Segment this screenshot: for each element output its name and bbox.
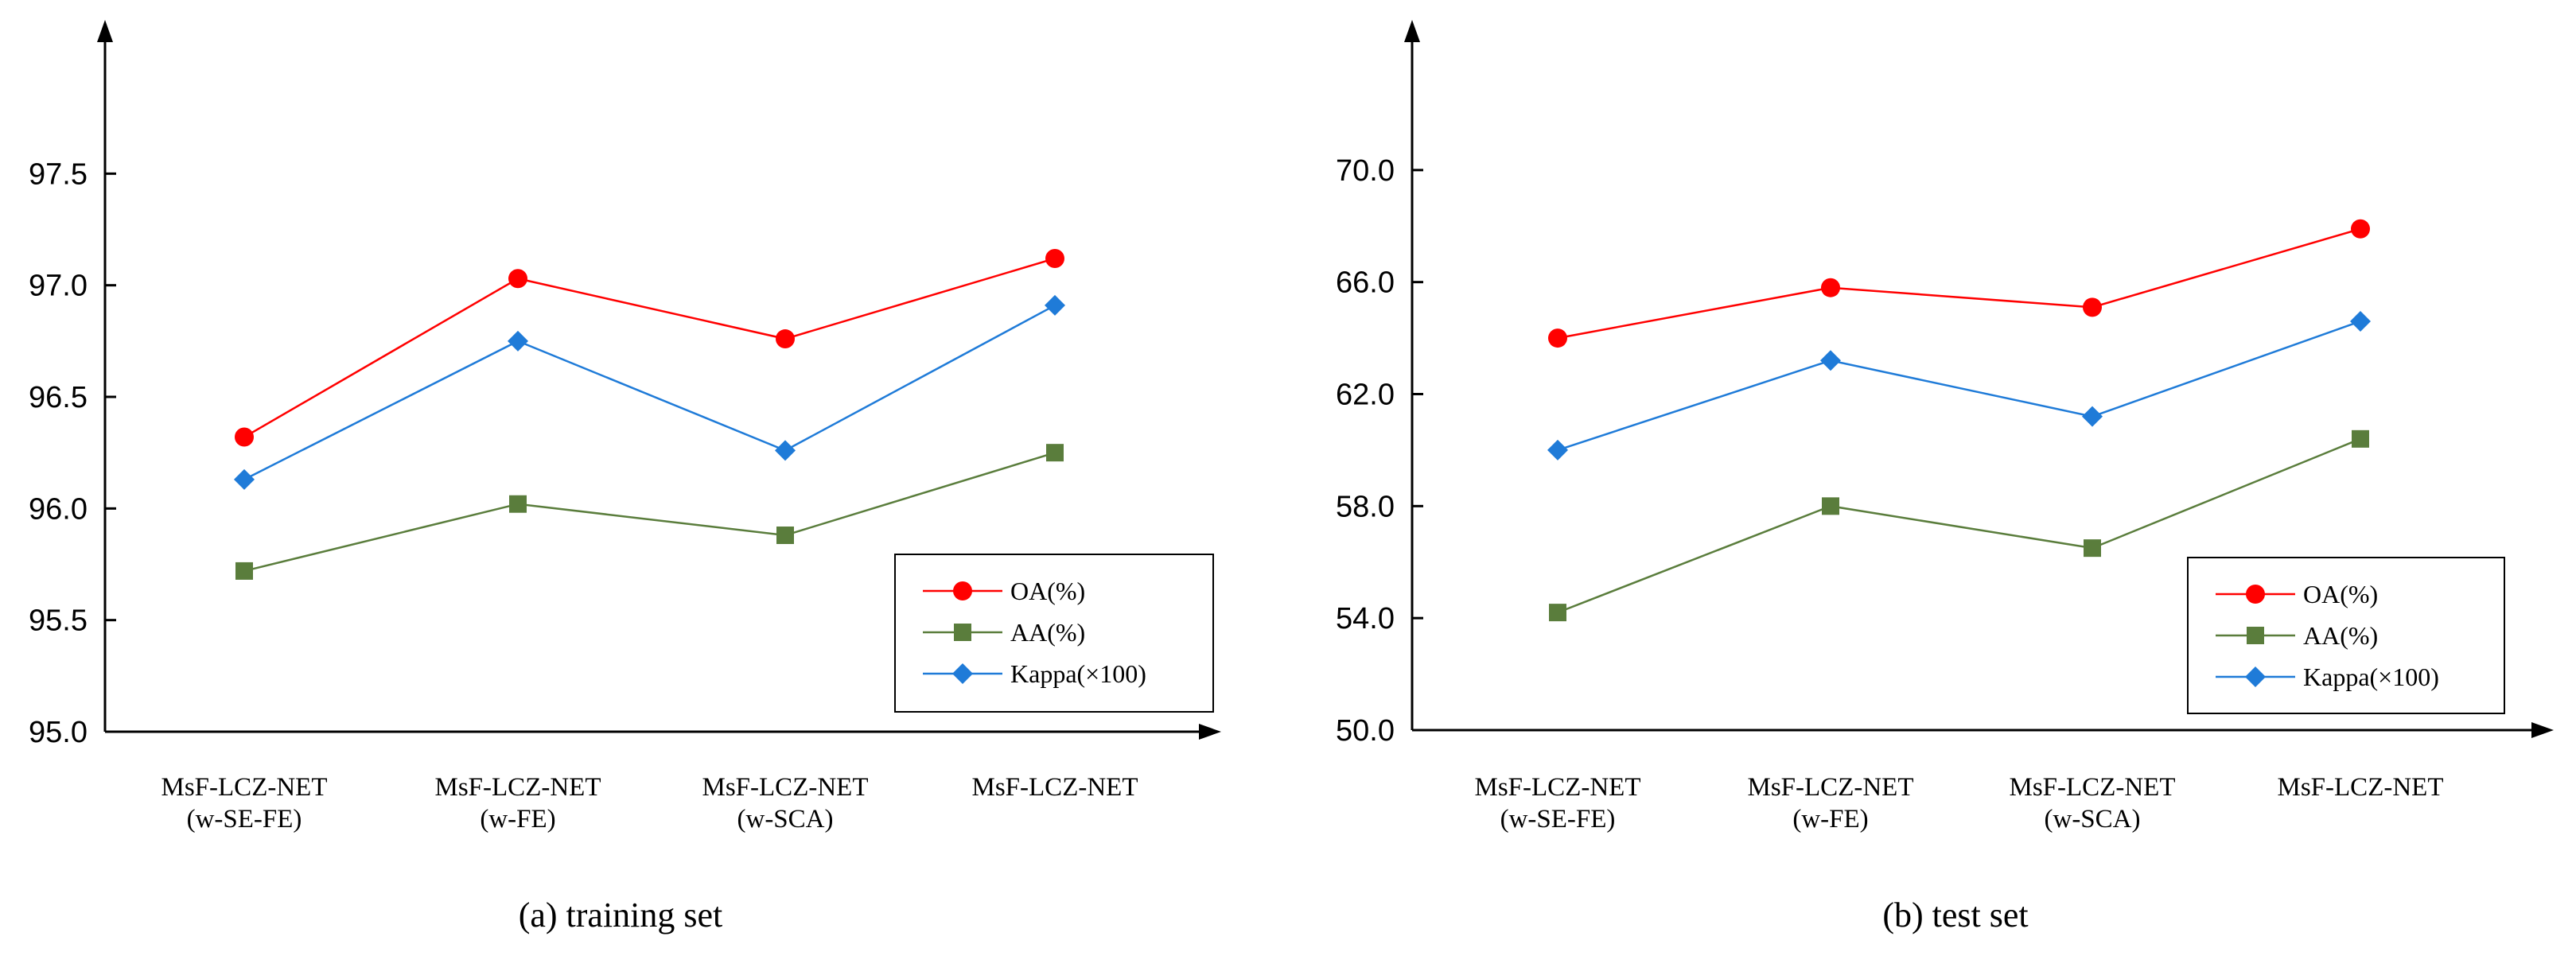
series-line (243, 304, 1056, 480)
series-circle (1548, 219, 2370, 348)
y-tick-label: 95.0 (29, 716, 88, 749)
data-point (1045, 294, 1065, 316)
y-tick-label: 58.0 (1336, 490, 1395, 523)
data-point (2352, 429, 2369, 448)
x-tick-label: (w-SCA) (2045, 805, 2141, 834)
data-point (509, 495, 527, 513)
data-point (234, 468, 255, 490)
series-line (243, 451, 1056, 573)
x-tick-label: (w-FE) (480, 805, 555, 834)
data-point (235, 562, 253, 580)
data-point (1822, 497, 1839, 515)
data-point (2082, 406, 2103, 427)
legend-label: Kappa(×100) (2303, 663, 2439, 691)
chart-caption: (a) training set (519, 896, 723, 935)
x-tick-label: MsF-LCZ-NET (1475, 773, 1641, 802)
data-point (2084, 539, 2101, 558)
x-tick-label: (w-SE-FE) (1500, 805, 1616, 834)
y-tick-label: 70.0 (1336, 154, 1395, 188)
series-diamond (234, 294, 1065, 490)
data-point (235, 427, 254, 447)
series-line (243, 257, 1056, 438)
x-tick-label: MsF-LCZ-NET (1748, 773, 1914, 802)
data-point (1549, 604, 1566, 622)
legend-label: AA(%) (1010, 618, 1085, 647)
data-point (776, 329, 795, 349)
series-line (1557, 227, 2361, 340)
legend: OA(%) AA(%) Kappa(×100) (2187, 557, 2505, 714)
x-tick-label: MsF-LCZ-NET (2010, 773, 2176, 802)
y-tick-label: 97.5 (29, 157, 88, 191)
chart-panel-a: 95.0 95.5 96.0 96.5 97.0 97.5 MsF-LCZ-NET (w-SE… (29, 20, 1221, 935)
data-point (775, 440, 796, 461)
series-square (1549, 429, 2369, 622)
legend-label: OA(%) (2303, 580, 2378, 608)
legend-label: AA(%) (2303, 621, 2378, 650)
x-tick-label: MsF-LCZ-NET (2278, 773, 2444, 802)
series-square (235, 444, 1064, 580)
y-axis-arrow-icon (1404, 20, 1420, 42)
data-point (1820, 350, 1841, 371)
data-point (2083, 297, 2102, 317)
data-point (2351, 219, 2370, 239)
series-circle (235, 248, 1064, 447)
chart-panel-b: 50.0 54.0 58.0 62.0 66.0 70.0 MsF-LCZ-NET (w-SE… (1336, 20, 2554, 935)
legend-marker (2245, 666, 2266, 687)
x-tick-label: MsF-LCZ-NET (972, 773, 1138, 802)
data-point (776, 527, 794, 545)
data-point (1045, 248, 1064, 268)
y-tick-label: 66.0 (1336, 266, 1395, 300)
data-point (1821, 278, 1840, 297)
x-axis-arrow-icon (2531, 722, 2554, 738)
chart-caption: (b) test set (1882, 896, 2028, 935)
data-point (2350, 310, 2371, 332)
y-tick-label: 95.5 (29, 604, 88, 638)
legend-marker (2247, 627, 2264, 644)
legend-label: OA(%) (1010, 577, 1085, 605)
x-axis-arrow-icon (1199, 724, 1221, 740)
series-line (1557, 320, 2361, 452)
legend-label: Kappa(×100) (1010, 659, 1146, 688)
legend: OA(%) AA(%) Kappa(×100) (894, 554, 1214, 713)
series-diamond (1547, 310, 2371, 461)
y-tick-label: 54.0 (1336, 602, 1395, 635)
data-point (1548, 328, 1567, 348)
y-tick-label: 62.0 (1336, 379, 1395, 412)
data-point (1547, 439, 1568, 461)
data-point (508, 269, 527, 289)
y-tick-label: 97.0 (29, 270, 88, 303)
y-tick-label: 50.0 (1336, 714, 1395, 748)
y-tick-label: 96.0 (29, 492, 88, 526)
legend-marker (953, 581, 972, 600)
legend-marker (952, 663, 973, 684)
x-tick-label: MsF-LCZ-NET (435, 773, 601, 802)
y-axis-arrow-icon (97, 20, 113, 42)
data-point (508, 330, 528, 352)
series-line (1557, 437, 2361, 614)
x-tick-label: MsF-LCZ-NET (702, 773, 869, 802)
x-tick-label: (w-SCA) (737, 805, 834, 834)
y-tick-label: 96.5 (29, 381, 88, 414)
legend-marker (2246, 585, 2265, 604)
x-tick-label: (w-SE-FE) (187, 805, 302, 834)
data-point (1046, 444, 1064, 462)
x-tick-label: (w-FE) (1792, 805, 1868, 834)
legend-marker (954, 624, 971, 641)
x-tick-label: MsF-LCZ-NET (161, 773, 328, 802)
